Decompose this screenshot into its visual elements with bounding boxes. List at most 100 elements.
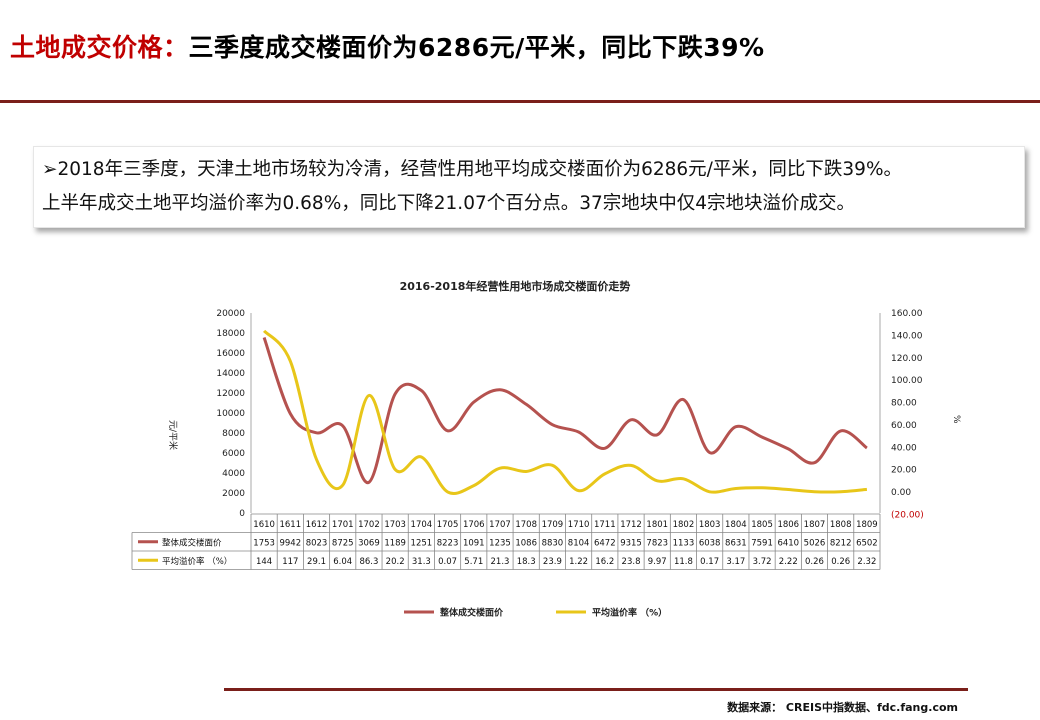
premium-data-label: 11.8 <box>674 557 693 567</box>
premium-data-label: 6.04 <box>333 557 352 567</box>
x-tick-label: 1704 <box>411 520 433 530</box>
x-tick-label: 1803 <box>699 520 721 530</box>
y-right-tick-label: 20.00 <box>891 466 917 476</box>
price-data-label: 7823 <box>646 539 668 549</box>
price-data-label: 1235 <box>489 539 511 549</box>
premium-data-label: 3.72 <box>753 557 772 567</box>
x-tick-label: 1711 <box>594 520 616 530</box>
premium-data-label: 117 <box>282 557 298 567</box>
premium-data-label: 16.2 <box>595 557 614 567</box>
summary-callout: ➢2018年三季度，天津土地市场较为冷清，经营性用地平均成交楼面价为6286元/… <box>33 146 1025 228</box>
price-data-label: 9315 <box>620 539 642 549</box>
price-data-label: 6472 <box>594 539 616 549</box>
title-highlight: 土地成交价格： <box>10 33 189 62</box>
y-left-tick-label: 20000 <box>216 309 245 319</box>
y-left-tick-label: 14000 <box>216 369 245 379</box>
price-data-label: 3069 <box>358 539 380 549</box>
premium-data-label: 5.71 <box>464 557 483 567</box>
premium-data-label: 144 <box>256 557 272 567</box>
y-right-tick-label: 160.00 <box>891 309 923 319</box>
legend-premium-label: 平均溢价率 （%） <box>592 607 667 619</box>
premium-data-label: 29.1 <box>307 557 326 567</box>
data-source: 数据来源： CREIS中指数据、fdc.fang.com <box>727 701 958 714</box>
price-data-label: 8830 <box>542 539 564 549</box>
price-data-label: 1091 <box>463 539 485 549</box>
x-tick-label: 1712 <box>620 520 642 530</box>
premium-data-label: 9.97 <box>648 557 667 567</box>
y-left-tick-label: 2000 <box>222 489 245 499</box>
y-left-tick-label: 12000 <box>216 389 245 399</box>
price-data-label: 1753 <box>253 539 275 549</box>
x-tick-label: 1802 <box>673 520 695 530</box>
price-data-label: 6410 <box>777 539 799 549</box>
footer-divider <box>224 688 968 691</box>
price-data-label: 1133 <box>673 539 695 549</box>
premium-data-label: 0.26 <box>831 557 850 567</box>
premium-data-label: 18.3 <box>517 557 536 567</box>
x-tick-label: 1806 <box>777 520 799 530</box>
y-left-tick-label: 6000 <box>222 449 245 459</box>
price-data-label: 1189 <box>384 539 406 549</box>
x-tick-label: 1804 <box>725 520 747 530</box>
x-tick-label: 1808 <box>830 520 852 530</box>
y-left-tick-label: 18000 <box>216 329 245 339</box>
price-trend-chart: 2016-2018年经营性用地市场成交楼面价走势 0 2000 4000 6000 80… <box>130 270 961 630</box>
premium-data-label: 1.22 <box>569 557 588 567</box>
y-right-tick-label: 100.00 <box>891 376 923 386</box>
legend-price-label: 整体成交楼面价 <box>439 607 504 619</box>
x-tick-label: 1701 <box>332 520 354 530</box>
price-data-label: 5026 <box>804 539 826 549</box>
x-tick-label: 1612 <box>306 520 328 530</box>
x-tick-label: 1809 <box>856 520 878 530</box>
x-tick-label: 1706 <box>463 520 485 530</box>
premium-data-label: 0.07 <box>438 557 457 567</box>
chart-canvas: 0 2000 4000 6000 8000 10000 12000 14000 16000 180… <box>131 309 961 619</box>
x-tick-label: 1707 <box>489 520 511 530</box>
premium-data-label: 21.3 <box>491 557 510 567</box>
x-tick-label: 1709 <box>542 520 564 530</box>
premium-data-label: 2.32 <box>857 557 876 567</box>
price-data-label: 7591 <box>751 539 773 549</box>
premium-data-label: 31.3 <box>412 557 431 567</box>
title-text: 三季度成交楼面价为6286元/平米，同比下跌39% <box>188 33 765 62</box>
price-data-label: 8212 <box>830 539 852 549</box>
y-right-tick-label: 60.00 <box>891 421 917 431</box>
price-series-line <box>262 337 868 484</box>
table-premium-row-label: 平均溢价率 （%） <box>162 556 232 567</box>
chart-title: 2016-2018年经营性用地市场成交楼面价走势 <box>399 280 631 293</box>
x-tick-label: 1611 <box>279 520 301 530</box>
x-tick-label: 1805 <box>751 520 773 530</box>
y-left-tick-label: 0 <box>239 509 245 519</box>
price-data-label: 1086 <box>515 539 537 549</box>
y-right-tick-label: 80.00 <box>891 399 917 409</box>
x-tick-label: 1801 <box>646 520 668 530</box>
y-right-axis-label: % <box>951 415 961 424</box>
premium-data-label: 0.26 <box>805 557 824 567</box>
price-data-label: 8023 <box>306 539 328 549</box>
y-right-tick-label: 120.00 <box>891 354 923 364</box>
summary-line-2: 上半年成交土地平均溢价率为0.68%，同比下降21.07个百分点。37宗地块中仅… <box>42 193 856 214</box>
y-right-tick-label: 0.00 <box>891 488 911 498</box>
premium-data-label: 23.8 <box>622 557 641 567</box>
price-data-label: 8104 <box>568 539 590 549</box>
premium-data-label: 23.9 <box>543 557 562 567</box>
premium-data-label: 2.22 <box>779 557 798 567</box>
y-left-axis-label: 元/平米 <box>167 420 179 450</box>
x-tick-label: 1807 <box>804 520 826 530</box>
premium-data-label: 86.3 <box>359 557 378 567</box>
y-left-tick-label: 10000 <box>216 409 245 419</box>
premium-data-label: 20.2 <box>386 557 405 567</box>
premium-data-label: 0.17 <box>700 557 719 567</box>
price-data-label: 6038 <box>699 539 721 549</box>
x-tick-label: 1703 <box>384 520 406 530</box>
y-right-tick-label: (20.00) <box>891 510 924 520</box>
table-price-row-label: 整体成交楼面价 <box>162 538 222 549</box>
summary-line-1: ➢2018年三季度，天津土地市场较为冷清，经营性用地平均成交楼面价为6286元/… <box>42 159 903 180</box>
y-left-tick-label: 16000 <box>216 349 245 359</box>
price-data-label: 8631 <box>725 539 747 549</box>
title-divider <box>0 100 1040 103</box>
x-tick-label: 1710 <box>568 520 590 530</box>
price-data-label: 1251 <box>411 539 433 549</box>
y-right-tick-label: 140.00 <box>891 331 923 341</box>
price-data-label: 9942 <box>279 539 301 549</box>
